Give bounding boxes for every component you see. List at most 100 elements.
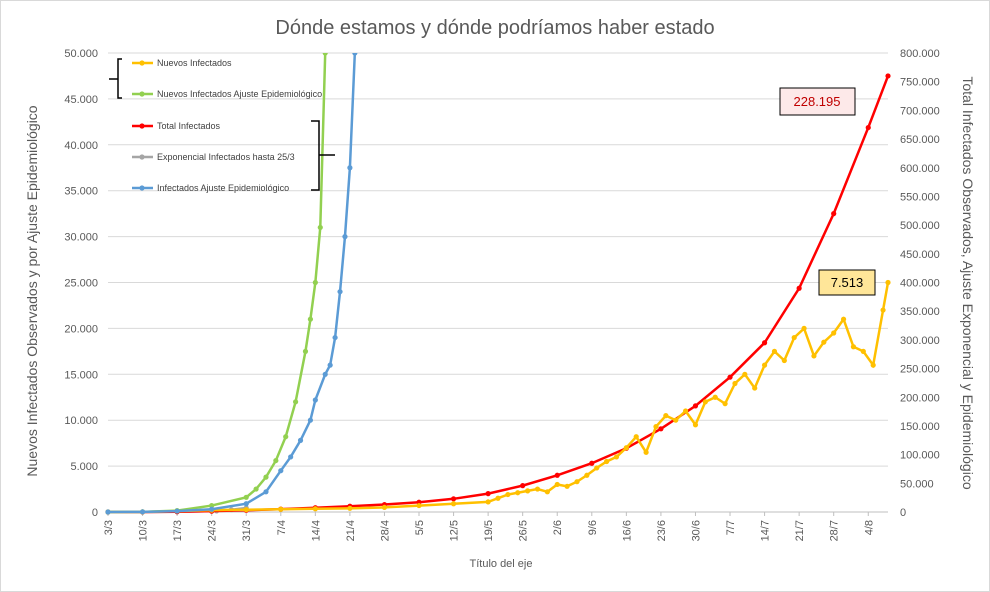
data-point-infectados-ajuste-epidemiologico (347, 165, 353, 171)
data-point-total-infectados (865, 124, 871, 131)
data-point-nuevos-infectados (554, 481, 560, 488)
y-left-tick-label: 0 (92, 507, 98, 519)
data-point-total-infectados (761, 340, 768, 346)
x-tick-label: 26/5 (518, 520, 530, 541)
callout-new-value: 7.513 (831, 275, 864, 290)
legend-bracket-left (109, 58, 122, 99)
legend-marker (139, 60, 145, 66)
data-point-nuevos-infectados (574, 479, 580, 485)
callout-total-value: 228.195 (794, 94, 841, 109)
y-left-tick-label: 25.000 (64, 278, 98, 290)
data-point-nuevos-infectados (771, 348, 778, 354)
data-point-nuevos-infectados (243, 507, 249, 513)
x-tick-label: 31/3 (241, 520, 253, 541)
data-point-nuevos-infectados-ajuste-epidemiologico (243, 494, 249, 500)
data-point-nuevos-infectados (860, 348, 866, 354)
legend-marker (139, 185, 145, 191)
data-point-nuevos-infectados (712, 394, 718, 400)
data-point-infectados-ajuste-epidemiologico (352, 53, 358, 56)
data-point-infectados-ajuste-epidemiologico (278, 468, 284, 474)
x-tick-label: 30/6 (690, 520, 702, 541)
data-point-nuevos-infectados (525, 488, 531, 494)
data-point-total-infectados (554, 472, 560, 478)
legend-label: Nuevos Infectados Ajuste Epidemiológico (157, 89, 322, 99)
data-point-infectados-ajuste-epidemiologico (312, 397, 318, 403)
data-point-nuevos-infectados (604, 458, 610, 465)
y-right-tick-label: 50.000 (900, 478, 934, 490)
data-point-infectados-ajuste-epidemiologico (263, 489, 269, 495)
x-tick-label: 28/4 (379, 520, 391, 541)
x-tick-label: 5/5 (414, 520, 426, 535)
x-tick-label: 17/3 (172, 520, 184, 541)
y-right-tick-label: 0 (900, 507, 906, 519)
series-line-infectados-ajuste-epidemiologico (107, 53, 357, 514)
data-point-nuevos-infectados-ajuste-epidemiologico (317, 224, 323, 231)
y-left-axis-title: Nuevos Infectados Observados y por Ajust… (24, 105, 40, 476)
data-point-infectados-ajuste-epidemiologico (337, 289, 343, 295)
y-right-tick-label: 350.000 (900, 306, 940, 318)
y-right-tick-label: 500.000 (900, 220, 940, 232)
x-tick-label: 14/4 (310, 520, 322, 541)
data-point-nuevos-infectados (702, 399, 708, 405)
y-left-tick-label: 30.000 (64, 232, 98, 244)
data-point-infectados-ajuste-epidemiologico (139, 509, 146, 515)
data-point-nuevos-infectados-ajuste-epidemiologico (283, 434, 289, 440)
x-tick-label: 23/6 (656, 520, 668, 541)
data-point-nuevos-infectados-ajuste-epidemiologico (302, 348, 309, 354)
y-left-tick-label: 5.000 (70, 461, 98, 473)
legend-label: Nuevos Infectados (157, 58, 232, 68)
y-right-tick-label: 700.000 (900, 105, 940, 117)
chart-title: Dónde estamos y dónde podríamos haber es… (275, 17, 714, 39)
data-point-nuevos-infectados (450, 501, 457, 507)
data-point-nuevos-infectados (682, 408, 689, 414)
data-point-nuevos-infectados (544, 489, 550, 495)
data-point-nuevos-infectados (811, 353, 817, 359)
data-point-infectados-ajuste-epidemiologico (297, 437, 304, 443)
legend-label: Total Infectados (157, 121, 221, 131)
data-point-nuevos-infectados-ajuste-epidemiologico (253, 486, 259, 492)
data-point-infectados-ajuste-epidemiologico (174, 508, 180, 514)
data-point-nuevos-infectados (623, 445, 629, 451)
x-tick-label: 16/6 (621, 520, 633, 541)
x-tick-label: 7/4 (276, 520, 288, 535)
data-point-infectados-ajuste-epidemiologico (209, 506, 215, 512)
data-point-nuevos-infectados (761, 362, 768, 368)
data-point-infectados-ajuste-epidemiologico (288, 454, 294, 460)
data-point-nuevos-infectados (505, 491, 511, 498)
data-point-nuevos-infectados-ajuste-epidemiologico (263, 474, 269, 480)
data-point-nuevos-infectados (312, 506, 318, 512)
data-point-total-infectados (796, 285, 802, 291)
data-point-total-infectados (520, 483, 526, 489)
data-point-nuevos-infectados (564, 483, 570, 489)
data-point-nuevos-infectados (742, 371, 748, 377)
data-point-nuevos-infectados (495, 495, 501, 501)
data-point-total-infectados (589, 460, 595, 466)
x-tick-label: 3/3 (103, 520, 115, 535)
data-point-nuevos-infectados (732, 380, 738, 387)
legend-bracket-right (311, 120, 335, 191)
data-point-nuevos-infectados (840, 316, 847, 322)
y-left-tick-label: 10.000 (64, 415, 98, 427)
data-point-nuevos-infectados-ajuste-epidemiologico (307, 316, 314, 322)
data-point-nuevos-infectados (485, 499, 491, 505)
legend-marker (139, 154, 145, 160)
y-right-tick-label: 200.000 (900, 392, 940, 404)
data-point-total-infectados (885, 73, 891, 79)
y-left-tick-label: 45.000 (64, 94, 98, 106)
legend-marker (139, 91, 145, 97)
x-axis-title: Título del eje (470, 558, 533, 570)
y-left-tick-label: 15.000 (64, 369, 98, 381)
data-point-total-infectados (727, 374, 733, 380)
x-tick-label: 28/7 (829, 520, 841, 541)
y-right-tick-label: 650.000 (900, 134, 940, 146)
data-point-nuevos-infectados-ajuste-epidemiologico (312, 279, 318, 286)
y-right-tick-label: 800.000 (900, 48, 940, 60)
data-point-total-infectados (450, 496, 457, 502)
data-point-nuevos-infectados (781, 357, 787, 364)
data-point-infectados-ajuste-epidemiologico (105, 509, 111, 515)
series-line-nuevos-infectados (107, 282, 890, 514)
series-line-total-infectados (108, 75, 890, 514)
data-point-nuevos-infectados (692, 422, 699, 428)
data-point-nuevos-infectados (791, 334, 797, 341)
